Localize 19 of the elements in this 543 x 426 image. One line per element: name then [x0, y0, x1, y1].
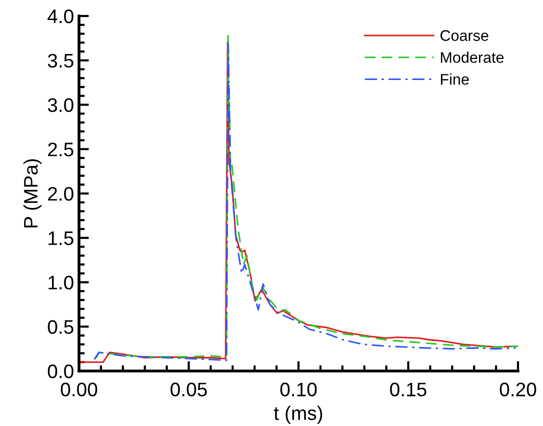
x-tick-label: 0.10 [280, 382, 317, 396]
y-tick-label: 2.0 [48, 186, 74, 201]
x-tick-label: 0.15 [390, 382, 426, 396]
y-tick-label: 3.5 [48, 54, 74, 68]
y-tick-label: 4.0 [48, 9, 74, 24]
x-tick-label: 0.00 [60, 382, 98, 396]
y-tick-label: 3.0 [48, 98, 74, 112]
legend-label: Coarse [440, 30, 488, 41]
y-axis-title: P (MPa) [23, 159, 42, 228]
y-tick-label: 0.5 [48, 320, 74, 334]
y-tick-label: 0.0 [48, 364, 74, 378]
legend-label: Fine [440, 74, 469, 85]
x-tick-label: 0.20 [500, 382, 536, 396]
legend-label: Moderate [440, 52, 504, 63]
y-tick-label: 2.5 [48, 142, 74, 156]
x-tick-label: 0.05 [170, 382, 207, 396]
y-tick-label: 1.0 [48, 276, 74, 290]
y-tick-label: 1.5 [48, 232, 74, 246]
x-axis-title: t (ms) [274, 406, 322, 424]
